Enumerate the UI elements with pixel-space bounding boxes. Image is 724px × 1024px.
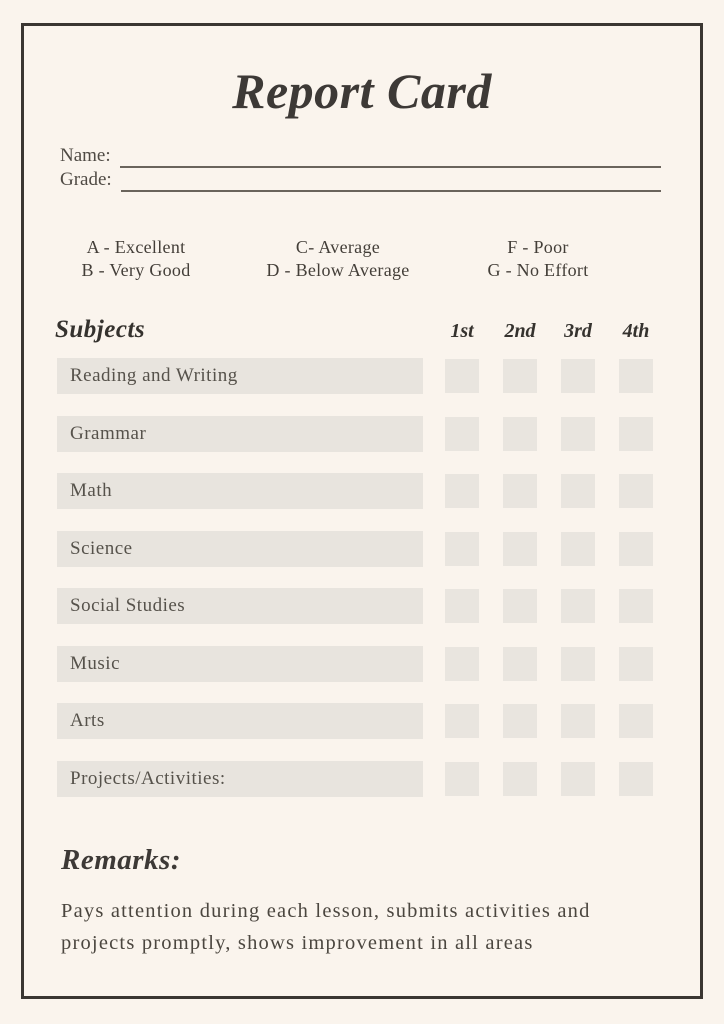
subject-label-bar: Arts: [57, 703, 423, 739]
table-row: Social Studies: [57, 588, 658, 624]
grade-cell[interactable]: [503, 531, 537, 566]
grade-cells: [445, 589, 653, 623]
grade-cells: [445, 704, 653, 738]
grade-cell[interactable]: [503, 646, 537, 681]
legend-column-fg: F - Poor G - No Effort: [448, 236, 628, 282]
table-row: Music: [57, 645, 658, 682]
subjects-table: Reading and Writing Grammar Ma: [57, 358, 658, 818]
quarter-header: 1st: [450, 320, 474, 342]
table-row: Projects/Activities:: [57, 760, 658, 797]
subject-label-bar: Music: [57, 645, 423, 682]
grade-cell[interactable]: [561, 704, 595, 738]
name-field-row: Name:: [60, 144, 661, 168]
quarter-header: 3rd: [564, 320, 592, 342]
grade-cell[interactable]: [503, 761, 537, 796]
legend-entry: A - Excellent: [86, 237, 186, 257]
grade-cell[interactable]: [561, 589, 595, 623]
grade-cell[interactable]: [445, 531, 479, 566]
quarter-header: 2nd: [504, 320, 536, 342]
legend-entry: G - No Effort: [487, 260, 589, 280]
remarks-line: projects promptly, shows improvement in …: [61, 932, 534, 954]
grade-cell[interactable]: [561, 646, 595, 681]
table-row: Arts: [57, 703, 658, 739]
subject-label-bar: Social Studies: [57, 588, 423, 624]
grade-cell[interactable]: [619, 531, 653, 566]
grade-cell[interactable]: [503, 589, 537, 623]
grade-cells: [445, 474, 653, 508]
subject-label-bar: Reading and Writing: [57, 358, 423, 394]
grade-cell[interactable]: [503, 359, 537, 393]
grade-cell[interactable]: [445, 646, 479, 681]
legend-entry: F - Poor: [507, 237, 569, 257]
grade-cell[interactable]: [503, 704, 537, 738]
page-title: Report Card: [232, 63, 492, 119]
grade-cell[interactable]: [503, 416, 537, 451]
grade-cell[interactable]: [561, 761, 595, 796]
legend-entry: B - Very Good: [81, 260, 191, 280]
grade-cell[interactable]: [619, 589, 653, 623]
grade-cells: [445, 531, 653, 566]
grade-cell[interactable]: [561, 474, 595, 508]
subject-label-bar: Science: [57, 530, 423, 567]
grading-legend: A - Excellent B - Very Good C- Average D…: [24, 236, 700, 286]
grade-cell[interactable]: [561, 531, 595, 566]
grade-cell[interactable]: [561, 359, 595, 393]
grade-cell[interactable]: [619, 646, 653, 681]
name-input-line[interactable]: [119, 146, 661, 168]
table-row: Science: [57, 530, 658, 567]
legend-entry: D - Below Average: [266, 260, 410, 280]
grade-cell[interactable]: [619, 704, 653, 738]
grade-cell[interactable]: [619, 416, 653, 451]
quarter-header-row: 1st 2nd 3rd 4th: [445, 320, 653, 343]
subjects-heading: Subjects: [55, 316, 146, 343]
grade-cell[interactable]: [503, 474, 537, 508]
grade-cell[interactable]: [619, 474, 653, 508]
quarter-header: 4th: [622, 320, 650, 342]
grade-field-row: Grade:: [60, 168, 661, 192]
grade-cell[interactable]: [619, 359, 653, 393]
legend-column-cd: C- Average D - Below Average: [238, 236, 438, 282]
grade-cells: [445, 761, 653, 796]
grade-cell[interactable]: [445, 761, 479, 796]
grade-cells: [445, 359, 653, 393]
grade-cells: [445, 646, 653, 681]
subject-label-bar: Grammar: [57, 415, 423, 452]
grade-cell[interactable]: [445, 359, 479, 393]
page-border-frame: Report Card Name: Grade: A - Excellent B…: [21, 23, 703, 999]
grade-cell[interactable]: [445, 704, 479, 738]
subject-label-bar: Projects/Activities:: [57, 760, 423, 797]
grade-cell[interactable]: [445, 416, 479, 451]
legend-column-ab: A - Excellent B - Very Good: [56, 236, 216, 282]
table-row: Math: [57, 473, 658, 509]
subject-label-bar: Math: [57, 473, 423, 509]
grade-cell[interactable]: [445, 589, 479, 623]
remarks-line: Pays attention during each lesson, submi…: [61, 900, 591, 922]
table-row: Reading and Writing: [57, 358, 658, 394]
grade-cells: [445, 416, 653, 451]
grade-cell[interactable]: [619, 761, 653, 796]
name-label: Name:: [60, 145, 111, 166]
grade-cell[interactable]: [561, 416, 595, 451]
grade-input-line[interactable]: [120, 170, 661, 192]
grade-cell[interactable]: [445, 474, 479, 508]
table-row: Grammar: [57, 415, 658, 452]
remarks-heading: Remarks:: [61, 844, 181, 876]
remarks-text: Pays attention during each lesson, submi…: [61, 895, 681, 959]
legend-entry: C- Average: [295, 237, 381, 257]
grade-label: Grade:: [60, 169, 112, 190]
